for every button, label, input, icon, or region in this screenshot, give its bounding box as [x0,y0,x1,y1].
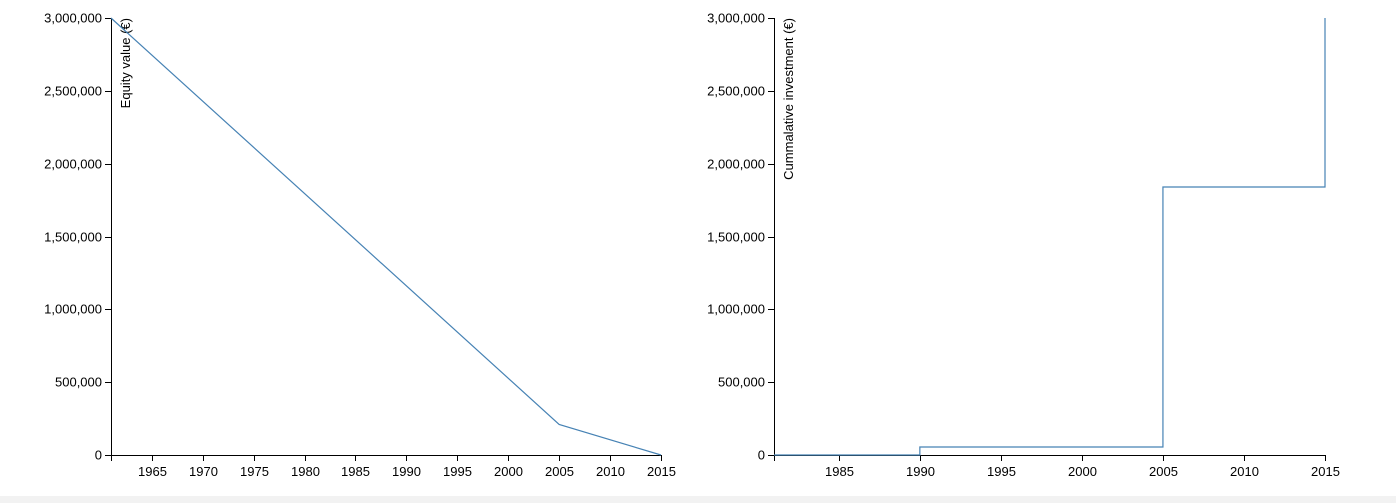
investment-y-tick-label: 500,000 [718,375,765,390]
investment-x-tick-label: 1985 [825,464,854,479]
equity-y-tick-label: 1,000,000 [44,302,102,317]
investment-series-line [774,18,1326,456]
investment-x-tick-label: 2000 [1068,464,1097,479]
equity-x-tick-label: 1965 [138,464,167,479]
equity-y-tick-label: 2,000,000 [44,157,102,172]
investment-y-tick-label: 2,000,000 [707,157,765,172]
investment-y-tick-label: 1,000,000 [707,302,765,317]
investment-x-tick-label: 2010 [1230,464,1259,479]
equity-x-tick-label: 1995 [443,464,472,479]
equity-x-tick-label: 2005 [545,464,574,479]
equity-x-tick-label: 2015 [647,464,676,479]
equity-y-tick-label: 2,500,000 [44,84,102,99]
equity-y-axis-title: Equity value (€) [118,18,133,108]
equity-series-line [110,17,662,456]
investment-x-tick-label: 1990 [906,464,935,479]
investment-x-tick-label: 1995 [987,464,1016,479]
investment-y-tick-label: 0 [758,448,765,463]
equity-x-tick-label: 2000 [494,464,523,479]
investment-y-axis-title: Cummalative investment (€) [781,18,796,180]
equity-x-tick-label: 1990 [392,464,421,479]
investment-y-tick-label: 2,500,000 [707,84,765,99]
equity-y-tick-label: 3,000,000 [44,11,102,26]
investment-x-tick-label: 2005 [1149,464,1178,479]
footer-bar [0,496,1396,503]
equity-x-tick-label: 1975 [240,464,269,479]
equity-y-tick-label: 1,500,000 [44,230,102,245]
equity-x-tick-label: 1985 [341,464,370,479]
investment-y-tick-label: 1,500,000 [707,230,765,245]
investment-x-tick-label: 2015 [1311,464,1340,479]
investment-x-axis-line [774,455,1326,461]
investment-y-tick-label: 3,000,000 [707,11,765,26]
equity-y-tick-label: 0 [95,448,102,463]
equity-y-tick-label: 500,000 [55,375,102,390]
equity-value-chart: 0 500,000 1,000,000 1,500,000 2,000,000 2,500… [44,11,676,479]
equity-x-tick-label: 1980 [291,464,320,479]
equity-x-tick-label: 2010 [596,464,625,479]
equity-x-tick-label: 1970 [189,464,218,479]
